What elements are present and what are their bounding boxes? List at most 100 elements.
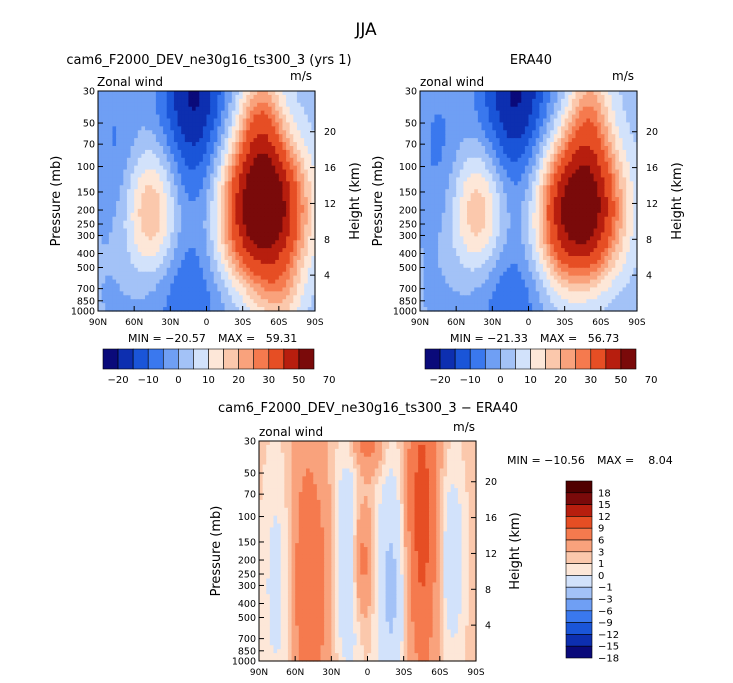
field-cell — [126, 307, 132, 312]
field-cell — [210, 134, 215, 139]
field-cell — [626, 102, 631, 108]
field-cell — [260, 118, 265, 124]
field-cell — [517, 94, 522, 100]
field-cell — [141, 146, 146, 151]
field-cell — [467, 165, 472, 171]
field-cell — [184, 185, 190, 190]
field-cell — [304, 102, 309, 108]
field-cell — [170, 185, 175, 190]
field-cell — [589, 149, 595, 155]
field-cell — [166, 102, 171, 108]
field-cell — [271, 177, 276, 182]
field-cell — [608, 130, 613, 135]
field-cell — [202, 208, 208, 214]
field-cell — [618, 142, 624, 147]
field-cell — [155, 252, 161, 257]
field-cell — [199, 216, 204, 222]
field-cell — [300, 138, 305, 143]
figure-title: JJA — [354, 20, 377, 40]
field-cell — [445, 118, 450, 124]
field-cell — [539, 153, 544, 159]
field-cell — [528, 173, 533, 179]
field-cell — [159, 177, 164, 182]
field-cell — [134, 287, 139, 292]
field-cell — [213, 212, 218, 218]
field-cell — [108, 193, 114, 198]
field-cell — [477, 122, 483, 127]
field-cell — [134, 275, 139, 281]
field-cell — [626, 177, 631, 182]
field-cell — [267, 287, 273, 292]
field-cell — [278, 263, 284, 269]
field-cell — [98, 287, 103, 292]
field-cell — [246, 134, 251, 139]
field-cell — [427, 165, 432, 171]
field-cell — [210, 102, 215, 108]
field-cell — [463, 118, 468, 124]
field-cell — [271, 275, 276, 281]
field-cell — [246, 114, 251, 120]
field-cell — [307, 256, 312, 261]
field-cell — [217, 126, 222, 131]
field-cell — [586, 126, 591, 131]
field-cell — [532, 185, 537, 190]
field-cell — [604, 102, 609, 108]
field-cell — [101, 98, 106, 104]
field-cell — [423, 134, 428, 139]
field-cell — [181, 98, 186, 104]
field-cell — [445, 91, 450, 96]
field-cell — [192, 248, 197, 253]
field-cell — [108, 263, 114, 269]
field-cell — [470, 165, 475, 171]
field-cell — [593, 181, 598, 186]
field-cell — [278, 122, 284, 127]
field-cell — [430, 161, 436, 167]
field-cell — [217, 110, 222, 116]
field-cell — [528, 169, 533, 175]
field-cell — [546, 153, 551, 159]
field-cell — [488, 149, 493, 155]
field-cell — [166, 138, 171, 143]
colorbar-label: 30 — [262, 375, 275, 386]
field-cell — [579, 157, 584, 163]
field-cell — [123, 91, 128, 96]
field-cell — [105, 299, 110, 304]
field-cell — [488, 189, 493, 194]
field-cell — [145, 208, 150, 214]
field-cell — [199, 130, 204, 135]
field-cell — [618, 126, 624, 131]
field-cell — [564, 161, 569, 167]
field-cell — [474, 146, 479, 151]
field-cell — [510, 189, 515, 194]
field-cell — [470, 118, 475, 124]
field-cell — [239, 295, 244, 300]
field-cell — [561, 165, 566, 171]
field-cell — [311, 193, 316, 198]
field-cell — [579, 110, 584, 116]
field-cell — [275, 291, 280, 296]
field-cell — [141, 118, 146, 124]
field-cell — [202, 204, 208, 210]
field-cell — [568, 149, 573, 155]
field-cell — [582, 126, 587, 131]
field-cell — [242, 185, 247, 190]
field-cell — [206, 118, 211, 124]
field-cell — [593, 106, 598, 112]
field-cell — [228, 130, 233, 135]
field-cell — [116, 153, 121, 159]
field-cell — [528, 98, 533, 104]
field-cell — [434, 138, 439, 143]
field-cell — [210, 279, 215, 285]
field-cell — [456, 153, 461, 159]
field-cell — [438, 130, 443, 135]
field-cell — [224, 169, 229, 175]
field-cell — [459, 106, 464, 112]
field-cell — [177, 299, 182, 304]
field-cell — [546, 114, 551, 120]
field-cell — [557, 138, 562, 143]
field-cell — [448, 126, 454, 131]
field-cell — [253, 153, 258, 159]
field-cell — [188, 165, 193, 171]
field-cell — [105, 185, 110, 190]
field-cell — [430, 142, 436, 147]
